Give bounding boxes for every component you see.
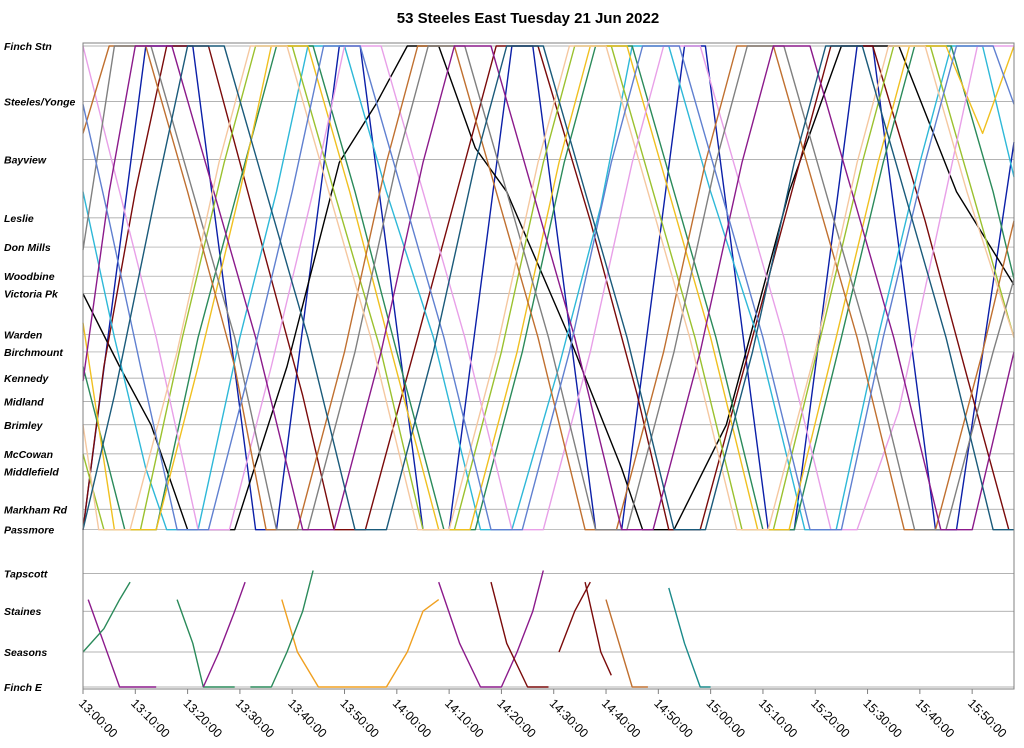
x-tick-label: 15:10:00 <box>756 696 800 740</box>
trip-line <box>82 581 131 653</box>
x-tick-label: 14:20:00 <box>494 696 538 740</box>
stop-label: McCowan <box>4 449 53 461</box>
trip-line <box>281 599 440 688</box>
trip-line <box>82 45 1014 531</box>
stop-label: Kennedy <box>4 373 50 385</box>
trip-line <box>82 45 1015 531</box>
trip-line <box>82 45 1014 531</box>
x-tick-label: 14:40:00 <box>599 696 643 740</box>
x-tick-label: 15:50:00 <box>965 696 1009 740</box>
stop-label: Seasons <box>4 647 47 659</box>
trip-line <box>490 581 549 688</box>
trip-line <box>82 45 1015 531</box>
x-tick-label: 14:30:00 <box>547 696 591 740</box>
x-tick-label: 15:30:00 <box>860 696 904 740</box>
stop-label: Warden <box>4 329 42 341</box>
x-tick-label: 15:00:00 <box>704 696 748 740</box>
stop-label: Staines <box>4 606 42 618</box>
stop-label: Middlefield <box>4 466 59 478</box>
trip-line <box>82 45 1015 531</box>
stop-label: Steeles/Yonge <box>4 96 76 108</box>
trip-line <box>250 570 314 688</box>
x-tick-label: 13:40:00 <box>285 696 329 740</box>
trip-line <box>584 581 612 676</box>
x-tick-label: 13:20:00 <box>180 696 224 740</box>
stop-label: Passmore <box>4 525 54 537</box>
x-tick-label: 15:20:00 <box>808 696 852 740</box>
stop-label: Tapscott <box>4 568 48 580</box>
stop-label: Victoria Pk <box>4 289 59 301</box>
stop-label: Don Mills <box>4 242 51 254</box>
trip-line <box>438 570 544 688</box>
plot-area-frame <box>82 42 1015 690</box>
stop-label: Finch E <box>4 682 43 694</box>
stop-label: Finch Stn <box>4 41 52 53</box>
x-tick-label: 15:40:00 <box>913 696 957 740</box>
trip-line <box>605 599 648 688</box>
stop-label: Birchmount <box>4 347 63 359</box>
stop-label: Bayview <box>4 155 47 167</box>
time-axis: 13:00:00 13:10:00 13:20:00 13:30:00 13:40:00… <box>76 689 1009 741</box>
stop-label: Midland <box>4 396 44 408</box>
trip-line <box>82 45 1015 531</box>
x-tick-label: 14:00:00 <box>390 696 434 740</box>
x-tick-label: 14:50:00 <box>651 696 695 740</box>
trip-line <box>82 45 1015 531</box>
stop-label: Markham Rd <box>4 504 68 516</box>
x-tick-label: 13:00:00 <box>76 696 120 740</box>
x-tick-label: 13:30:00 <box>233 696 277 740</box>
trip-line <box>82 45 1010 531</box>
chart-title: 53 Steeles East Tuesday 21 Jun 2022 <box>397 10 659 27</box>
trip-lines <box>82 45 1015 688</box>
trip-line <box>668 587 711 688</box>
stop-label: Woodbine <box>4 271 55 283</box>
stop-labels: Finch Stn Steeles/Yonge Bayview Leslie Don M… <box>4 41 76 694</box>
x-tick-label: 13:10:00 <box>128 696 172 740</box>
trip-line <box>558 581 591 653</box>
trip-line <box>82 45 1015 531</box>
stop-label: Leslie <box>4 213 34 225</box>
trip-line <box>176 599 235 688</box>
stop-label: Brimley <box>4 420 44 432</box>
trip-line <box>202 581 246 688</box>
x-tick-label: 13:50:00 <box>337 696 381 740</box>
trip-line <box>82 45 1015 531</box>
trip-line <box>82 45 1015 531</box>
trip-line <box>87 599 157 688</box>
trip-line <box>82 45 1015 531</box>
x-tick-label: 14:10:00 <box>442 696 486 740</box>
